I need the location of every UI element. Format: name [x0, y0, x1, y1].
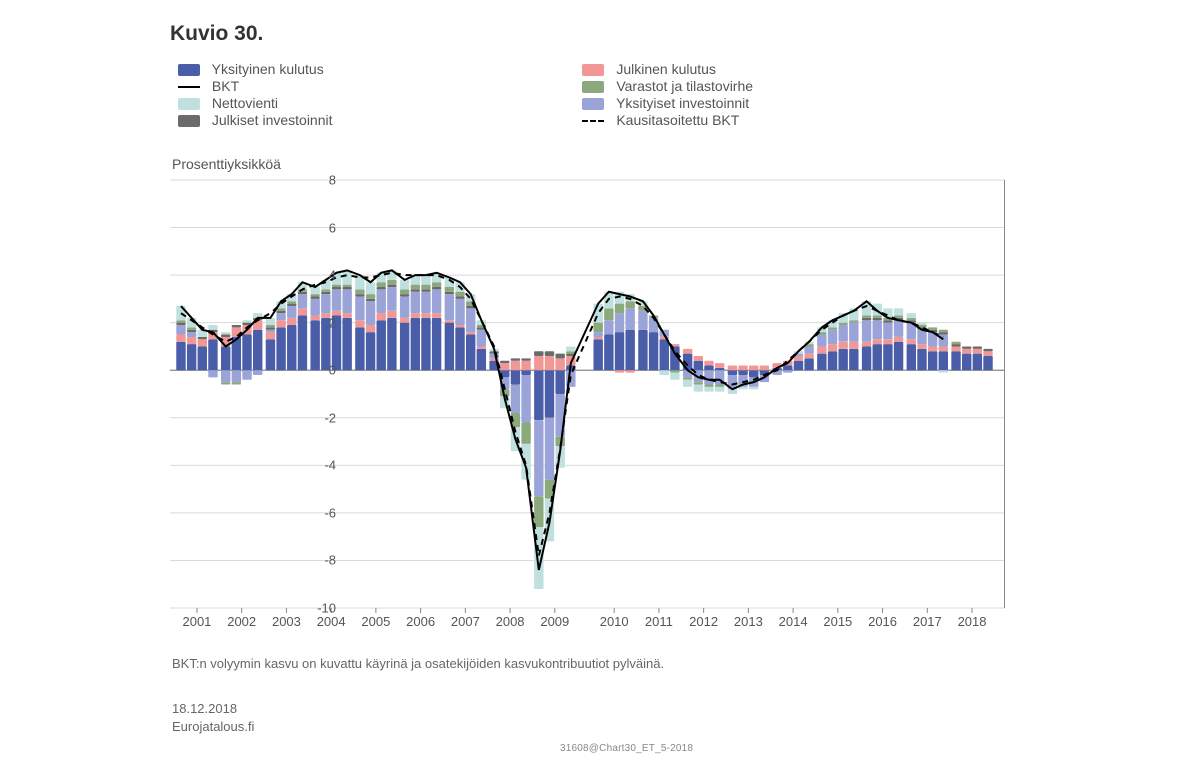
x-tick-label: 2004	[317, 614, 346, 629]
legend-label: Nettovienti	[212, 95, 278, 111]
legend-label: Yksityinen kulutus	[212, 61, 324, 77]
legend-item-private-investment: Yksityiset investoinnit	[582, 95, 982, 111]
x-tick-label: 2009	[540, 614, 569, 629]
x-tick-label: 2015	[823, 614, 852, 629]
x-tick-label: 2001	[182, 614, 211, 629]
x-tick-label: 2016	[868, 614, 897, 629]
y-axis-label: Prosenttiyksikköä	[172, 156, 281, 172]
legend-label: Yksityiset investoinnit	[616, 95, 749, 111]
footnote: BKT:n volyymin kasvu on kuvattu käyrinä …	[172, 655, 664, 673]
x-tick-label: 2005	[361, 614, 390, 629]
y-tick-label: -6	[296, 505, 336, 520]
y-tick-label: 8	[296, 173, 336, 188]
swatch-icon	[178, 98, 200, 110]
y-tick-label: 6	[296, 220, 336, 235]
dash-line-icon	[582, 120, 604, 122]
x-tick-label: 2010	[600, 614, 629, 629]
legend-item-public-consumption: Julkinen kulutus	[582, 61, 982, 77]
swatch-icon	[582, 98, 604, 110]
x-tick-label: 2008	[496, 614, 525, 629]
legend-label: Julkinen kulutus	[616, 61, 716, 77]
swatch-icon	[582, 64, 604, 76]
legend-item-private-consumption: Yksityinen kulutus	[178, 61, 578, 77]
x-tick-label: 2006	[406, 614, 435, 629]
x-tick-label: 2007	[451, 614, 480, 629]
swatch-icon	[178, 64, 200, 76]
x-tick-label: 2002	[227, 614, 256, 629]
y-tick-label: 0	[296, 363, 336, 378]
legend-item-gdp-sa: Kausitasoitettu BKT	[582, 112, 982, 128]
y-tick-label: -2	[296, 410, 336, 425]
y-tick-label: -8	[296, 553, 336, 568]
legend-item-public-investment: Julkiset investoinnit	[178, 112, 578, 128]
plot-area	[170, 180, 1005, 608]
meta-date: 18.12.2018	[172, 700, 254, 718]
legend-label: Varastot ja tilastovirhe	[616, 78, 753, 94]
swatch-icon	[582, 81, 604, 93]
chart-title: Kuvio 30.	[170, 22, 263, 46]
x-tick-label: 2011	[645, 614, 673, 629]
legend-label: BKT	[212, 78, 239, 94]
x-tick-label: 2003	[272, 614, 301, 629]
x-tick-label: 2013	[734, 614, 763, 629]
y-tick-label: -4	[296, 458, 336, 473]
legend-item-stocks-residual: Varastot ja tilastovirhe	[582, 78, 982, 94]
legend-item-net-exports: Nettovienti	[178, 95, 578, 111]
legend-label: Julkiset investoinnit	[212, 112, 333, 128]
legend-label: Kausitasoitettu BKT	[616, 112, 739, 128]
y-tick-label: 2	[296, 315, 336, 330]
x-tick-label: 2012	[689, 614, 718, 629]
y-tick-label: 4	[296, 268, 336, 283]
x-tick-label: 2014	[779, 614, 808, 629]
legend-item-gdp-actual: BKT	[178, 78, 578, 94]
legend: Yksityinen kulutus BKT Nettovienti Julki…	[178, 60, 998, 129]
source-id: 31608@Chart30_ET_5-2018	[560, 743, 693, 754]
meta-site: Eurojatalous.fi	[172, 718, 254, 736]
x-tick-label: 2018	[958, 614, 987, 629]
line-icon	[178, 86, 200, 88]
x-tick-label: 2017	[913, 614, 942, 629]
swatch-icon	[178, 115, 200, 127]
